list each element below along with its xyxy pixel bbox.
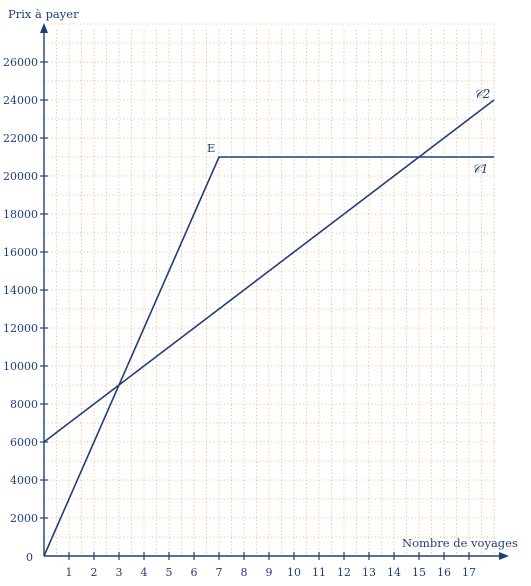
y-tick-label: 12000: [3, 322, 38, 335]
y-axis-arrow: [40, 23, 48, 33]
x-tick-label: 5: [166, 566, 173, 579]
x-tick-label: 7: [216, 566, 223, 579]
chart-ticks: 1 2 3 4 5 6 7 8 9 10 11 12 13 14 15 16 17200040006000800…: [3, 56, 476, 579]
chart-series: [43, 99, 495, 557]
x-tick-label: 4: [141, 566, 148, 579]
y-tick-label: 26000: [3, 56, 38, 69]
y-tick-label: 14000: [3, 284, 38, 297]
x-tick-label: 12: [337, 566, 351, 579]
series-line-2: [43, 99, 495, 443]
x-tick-label: 11: [312, 566, 326, 579]
x-tick-label: 17: [462, 566, 476, 579]
chart-labels: Prix à payer Nombre de voyages 0 𝒞1 𝒞2 E: [8, 7, 518, 564]
x-tick-label: 10: [287, 566, 301, 579]
y-axis-title: Prix à payer: [8, 7, 79, 21]
y-tick-label: 8000: [10, 398, 38, 411]
y-tick-label: 22000: [3, 132, 38, 145]
point-label-e: E: [207, 141, 215, 155]
x-tick-label: 14: [387, 566, 401, 579]
x-tick-label: 13: [362, 566, 376, 579]
y-tick-label: 4000: [10, 474, 38, 487]
origin-label: 0: [26, 551, 33, 564]
series-line-1: [43, 156, 494, 557]
chart-axes: [40, 23, 509, 560]
x-tick-label: 15: [412, 566, 426, 579]
series-name-label: 𝒞1: [472, 162, 488, 176]
y-tick-label: 18000: [3, 208, 38, 221]
x-tick-label: 16: [437, 566, 451, 579]
chart-grid: [44, 23, 495, 556]
x-axis-arrow: [499, 552, 509, 560]
x-axis-title: Nombre de voyages: [402, 536, 518, 550]
y-tick-label: 16000: [3, 246, 38, 259]
series-name-label: 𝒞2: [474, 87, 490, 101]
x-tick-label: 9: [266, 566, 273, 579]
x-tick-label: 8: [241, 566, 248, 579]
y-tick-label: 6000: [10, 436, 38, 449]
x-tick-label: 2: [91, 566, 98, 579]
y-tick-label: 20000: [3, 170, 38, 183]
x-tick-label: 6: [191, 566, 198, 579]
y-tick-label: 24000: [3, 94, 38, 107]
x-tick-label: 3: [116, 566, 123, 579]
x-tick-label: 1: [66, 566, 73, 579]
y-tick-label: 10000: [3, 360, 38, 373]
y-tick-label: 2000: [10, 512, 38, 525]
